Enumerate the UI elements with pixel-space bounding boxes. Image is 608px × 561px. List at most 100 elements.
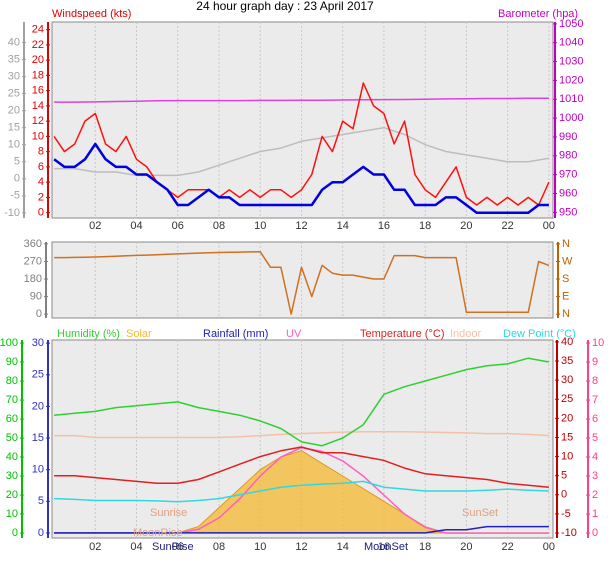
y-tick-label: 980 [559,150,577,162]
y-tick-label: 0 [14,173,20,185]
y-tick-label: 1010 [559,93,583,105]
y-tick-label: 20 [32,400,44,412]
y-tick-label: 1000 [559,112,583,124]
legend-label: Temperature (°C) [360,328,444,340]
y-tick-label: -5 [561,508,571,520]
annotation: SunRise [152,541,194,553]
y-tick-label: 6 [38,161,44,173]
x-tick-label: 12 [295,220,307,232]
y-tick-label: 0 [36,308,42,320]
y-tick-label: 0 [592,527,598,539]
y-tick-label: 7 [592,394,598,406]
y-tick-label: 90 [30,290,42,302]
series-line [54,480,549,503]
legend-label: Dew Point (°C) [503,328,576,340]
y-tick-label: 10 [32,464,44,476]
y-tick-label: 20 [561,412,573,424]
y-tick-label: 1030 [559,55,583,67]
annotation: SunSet [462,507,498,519]
y-tick-label: 70 [6,394,18,406]
y-tick-label: 5 [38,495,44,507]
y-tick-label: -10 [561,527,577,539]
x-tick-label: 20 [460,220,472,232]
y-tick-label: 20 [6,489,18,501]
y-tick-label: 270 [24,255,42,267]
y-tick-label: S [562,273,569,285]
y-tick-label: 30 [561,374,573,386]
series-line [54,446,549,488]
x-tick-label: 00 [543,541,555,553]
x-tick-label: 18 [419,541,431,553]
y-tick-label: 90 [6,356,18,368]
y-tick-label: 8 [38,146,44,158]
series-line [54,250,550,315]
y-tick-label: 35 [8,53,20,65]
y-tick-label: 4 [38,176,44,188]
y-tick-label: 15 [561,431,573,443]
y-tick-label: 1 [592,508,598,520]
y-tick-label: 20 [8,105,20,117]
x-tick-label: 18 [419,220,431,232]
y-tick-label: 30 [8,70,20,82]
legend-label: Solar [126,328,152,340]
y-tick-label: 25 [561,393,573,405]
plot-area [51,241,554,319]
y-tick-label: 2 [38,191,44,203]
x-tick-label: 04 [130,541,142,553]
x-tick-label: 20 [460,541,472,553]
y-tick-label: 20 [32,54,44,66]
y-tick-label: 80 [6,375,18,387]
axis-label: Barometer (hpa) [498,8,578,20]
series-line [54,430,549,439]
x-tick-label: 14 [337,220,349,232]
y-tick-label: 9 [592,356,598,368]
y-tick-label: 360 [24,238,42,250]
y-tick-label: 5 [14,156,20,168]
y-tick-label: 5 [592,432,598,444]
x-tick-label: 08 [213,220,225,232]
y-tick-label: 180 [24,273,42,285]
y-tick-label: 960 [559,187,577,199]
y-tick-label: 0 [38,207,44,219]
annotation: MoonSet [364,541,408,553]
y-tick-label: 16 [32,85,44,97]
legend-label: Indoor [450,328,482,340]
chart-title: 24 hour graph day : 23 April 2017 [196,0,374,13]
y-tick-label: E [562,290,569,302]
y-tick-label: 40 [8,36,20,48]
y-tick-label: 15 [8,122,20,134]
y-tick-label: 18 [32,69,44,81]
annotation: Sunrise [150,507,187,519]
y-tick-label: 6 [592,413,598,425]
y-tick-label: 1020 [559,74,583,86]
x-tick-label: 02 [89,541,101,553]
y-tick-label: 25 [8,87,20,99]
y-tick-label: N [562,308,570,320]
series-line [53,82,550,206]
y-tick-label: 14 [32,100,44,112]
x-tick-label: 04 [130,220,142,232]
y-tick-label: 30 [6,470,18,482]
y-tick-label: 10 [592,337,604,349]
axis-label: Windspeed (kts) [52,8,131,20]
y-tick-label: -5 [10,190,20,202]
y-tick-label: 35 [561,355,573,367]
y-tick-label: 0 [561,489,567,501]
y-tick-label: 100 [0,337,18,349]
y-tick-label: 8 [592,375,598,387]
legend-label: UV [286,328,302,340]
y-tick-label: 3 [592,470,598,482]
y-tick-label: 10 [32,130,44,142]
y-tick-label: 22 [32,39,44,51]
y-tick-label: 12 [32,115,44,127]
x-tick-label: 10 [254,220,266,232]
y-tick-label: 40 [561,336,573,348]
y-tick-label: W [562,255,573,267]
y-tick-label: 50 [6,432,18,444]
series-line [53,142,549,214]
series-line [54,357,550,447]
y-tick-label: N [562,238,570,250]
y-tick-label: 30 [32,337,44,349]
y-tick-label: 0 [38,527,44,539]
